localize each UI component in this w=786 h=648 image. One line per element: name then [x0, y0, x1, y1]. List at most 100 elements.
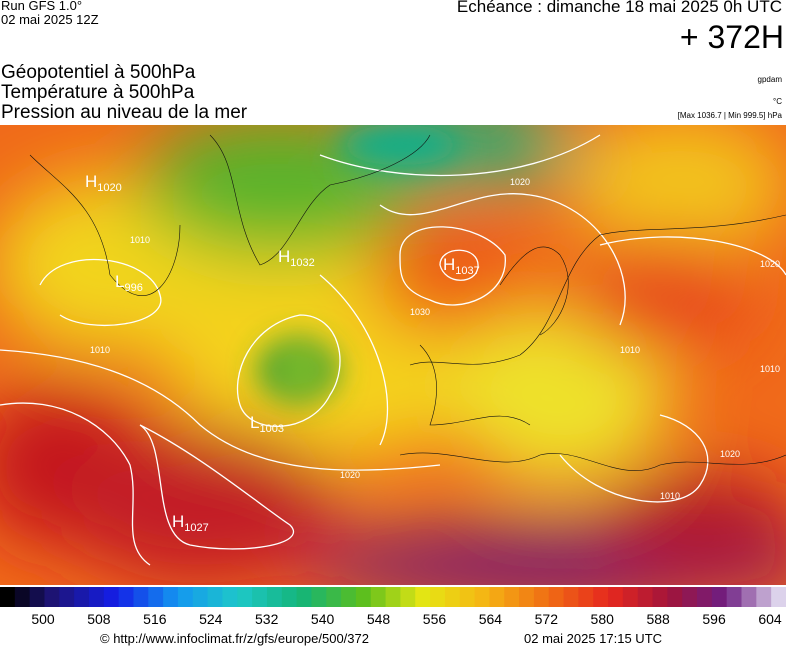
- colorbar-swatch: [415, 587, 431, 607]
- colorbar-label: 556: [423, 611, 447, 627]
- center-value: 1027: [184, 522, 208, 534]
- isobar-label: 1010: [760, 364, 780, 374]
- colorbar-swatch: [237, 587, 253, 607]
- pressure-center: L1003: [250, 413, 284, 435]
- field-3: Pression au niveau de la mer: [1, 102, 248, 123]
- colorbar-swatch: [326, 587, 342, 607]
- colorbar-swatch: [697, 587, 713, 607]
- center-value: 1003: [259, 423, 283, 435]
- colorbar-swatch: [652, 587, 668, 607]
- pressure-center: H1027: [172, 512, 209, 534]
- isobars: [0, 134, 786, 566]
- center-value: 1032: [290, 257, 314, 269]
- run-date: 02 mai 2025 12Z: [1, 12, 99, 27]
- footer-issued: 02 mai 2025 17:15 UTC: [524, 631, 663, 646]
- colorbar-swatch: [207, 587, 223, 607]
- colorbar-swatch: [311, 587, 327, 607]
- colorbar-swatch: [222, 587, 238, 607]
- center-letter: L: [115, 272, 124, 291]
- field-2: Température à 500hPa: [1, 82, 195, 103]
- colorbar-swatch: [103, 587, 120, 607]
- colorbar-swatch: [489, 587, 505, 607]
- valid-time: Echéance : dimanche 18 mai 2025 0h UTC: [456, 0, 782, 16]
- colorbar-swatch: [341, 587, 357, 607]
- temperature-field: [0, 125, 786, 585]
- colorbar-label: 516: [143, 611, 167, 627]
- center-value: 1037: [455, 265, 479, 277]
- colorbar-swatch: [430, 587, 446, 607]
- colorbar-swatch: [756, 587, 772, 607]
- colorbar-label: 524: [199, 611, 223, 627]
- colorbar-label: 540: [311, 611, 335, 627]
- colorbar-label: 596: [702, 611, 726, 627]
- colorbar-swatch: [0, 587, 16, 607]
- colorbar-swatch: [385, 587, 401, 607]
- center-value: 996: [124, 282, 142, 294]
- unit-temp: °C: [773, 97, 782, 106]
- colorbar-swatch: [266, 587, 283, 607]
- center-letter: H: [85, 172, 97, 191]
- run-label: Run GFS 1.0°: [1, 0, 83, 13]
- colorbar-label: 604: [758, 611, 782, 627]
- isobar-label: 1010: [620, 345, 640, 355]
- isobar-label: 1020: [510, 177, 530, 187]
- colorbar-swatch: [726, 587, 743, 607]
- colorbar-swatch: [593, 587, 609, 607]
- isobar-label: 1020: [340, 470, 360, 480]
- isobar-label: 1010: [660, 491, 680, 501]
- colorbar-swatch: [177, 587, 194, 607]
- colorbar-label: 580: [591, 611, 615, 627]
- center-letter: L: [250, 413, 259, 432]
- field-1: Géopotentiel à 500hPa: [1, 62, 196, 83]
- colorbar-label: 588: [646, 611, 670, 627]
- colorbar-swatch: [771, 587, 786, 607]
- colorbar-swatch: [444, 587, 461, 607]
- pressure-center: H1037: [443, 255, 480, 277]
- colorbar-swatch: [637, 587, 654, 607]
- colorbar-swatch: [711, 587, 728, 607]
- colorbar-swatch: [667, 587, 683, 607]
- colorbar-swatch: [548, 587, 565, 607]
- center-letter: H: [443, 255, 455, 274]
- colorbar-swatch: [474, 587, 490, 607]
- colorbar-swatch: [370, 587, 387, 607]
- colorbar-swatch: [741, 587, 757, 607]
- colorbar-label: 532: [255, 611, 279, 627]
- colorbar-swatch: [29, 587, 45, 607]
- center-letter: H: [172, 512, 184, 531]
- colorbar-label: 564: [479, 611, 503, 627]
- colorbar-swatch: [622, 587, 639, 607]
- colorbar-swatch: [533, 587, 550, 607]
- colorbar-swatch: [355, 587, 372, 607]
- colorbar-swatch: [163, 587, 179, 607]
- colorbar-swatch: [400, 587, 416, 607]
- isobar-label: 1030: [410, 307, 430, 317]
- colorbar-swatch: [563, 587, 579, 607]
- colorbar-swatch: [192, 587, 209, 607]
- isobar-label: 1020: [760, 259, 780, 269]
- colorbar-swatch: [74, 587, 90, 607]
- colorbar-swatch: [14, 587, 31, 607]
- colorbar-swatch: [118, 587, 134, 607]
- isobar-label: 1010: [90, 345, 110, 355]
- colorbar-label: 572: [535, 611, 559, 627]
- isobar-label: 1020: [720, 449, 740, 459]
- colorbar-swatch: [682, 587, 698, 607]
- pressure-center: H1032: [278, 247, 315, 269]
- colorbar-swatch: [296, 587, 312, 607]
- colorbar-swatch: [44, 587, 60, 607]
- colorbar-swatch: [88, 587, 105, 607]
- colorbar-label: 508: [87, 611, 111, 627]
- colorbar-swatch: [504, 587, 520, 607]
- center-value: 1020: [97, 182, 121, 194]
- colorbar-swatch: [608, 587, 624, 607]
- coastlines: [29, 134, 786, 471]
- pressure-range: [Max 1036.7 | Min 999.5] hPa: [677, 111, 782, 120]
- colorbar-swatch: [59, 587, 75, 607]
- unit-geo: gpdam: [757, 75, 782, 84]
- colorbar-swatch: [148, 587, 164, 607]
- colorbar-swatch: [281, 587, 298, 607]
- colorbar-label: 548: [367, 611, 391, 627]
